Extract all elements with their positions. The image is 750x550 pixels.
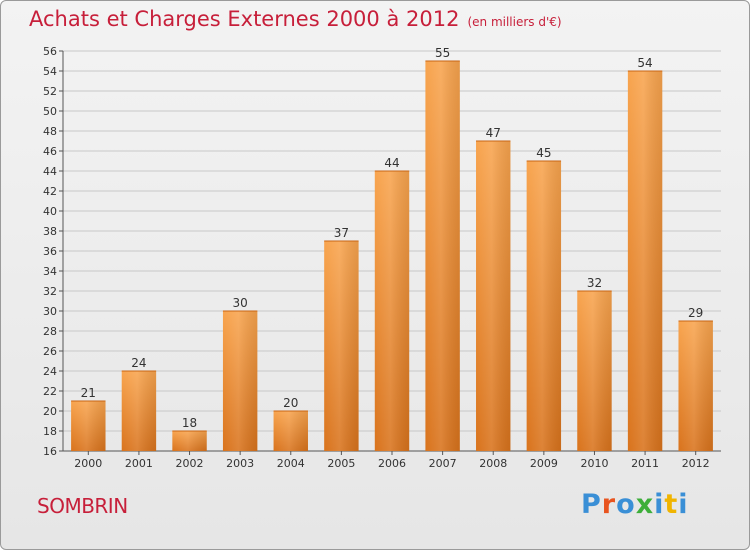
bar-value-label: 20 bbox=[283, 396, 298, 410]
bar-shine bbox=[374, 171, 410, 451]
y-tick-label: 44 bbox=[43, 165, 57, 178]
x-tick-label: 2003 bbox=[226, 457, 254, 470]
x-tick-label: 2006 bbox=[378, 457, 406, 470]
bar-value-label: 21 bbox=[81, 386, 96, 400]
chart-title-text: Achats et Charges Externes 2000 à 2012 bbox=[29, 7, 460, 31]
bar-shine bbox=[121, 371, 157, 451]
y-tick-label: 38 bbox=[43, 225, 57, 238]
x-tick-label: 2001 bbox=[125, 457, 153, 470]
logo-letter: x bbox=[635, 489, 655, 520]
proxiti-logo: Proxiti bbox=[581, 489, 689, 520]
bar-shine bbox=[476, 141, 511, 451]
labels: 16 18 20 22 24 26 28 30 32 34 36 38 40 42 44 46 48 50 52 54… bbox=[43, 45, 710, 470]
x-tick-label: 2008 bbox=[479, 457, 507, 470]
bar-value-label: 47 bbox=[486, 126, 501, 140]
town-name: SOMBRIN bbox=[37, 494, 128, 518]
y-tick-label: 20 bbox=[43, 405, 57, 418]
bar-shine bbox=[577, 291, 612, 451]
x-tick-label: 2009 bbox=[530, 457, 558, 470]
x-tick-label: 2012 bbox=[682, 457, 710, 470]
logo-letter: i bbox=[678, 489, 689, 520]
y-tick-label: 54 bbox=[43, 65, 57, 78]
logo-letter: P bbox=[581, 489, 602, 520]
bar-value-label: 32 bbox=[587, 276, 602, 290]
logo-letter: r bbox=[601, 489, 617, 520]
logo-letter: i bbox=[654, 489, 665, 520]
y-tick-label: 16 bbox=[43, 445, 57, 458]
bar-shine bbox=[678, 321, 713, 451]
y-tick-label: 46 bbox=[43, 145, 57, 158]
bars bbox=[71, 60, 713, 451]
logo-letter: t bbox=[664, 489, 679, 520]
bar-value-label: 29 bbox=[688, 306, 703, 320]
y-tick-label: 24 bbox=[43, 365, 57, 378]
y-tick-label: 32 bbox=[43, 285, 57, 298]
y-tick-label: 52 bbox=[43, 85, 57, 98]
x-tick-label: 2002 bbox=[176, 457, 204, 470]
y-tick-label: 34 bbox=[43, 265, 57, 278]
y-tick-label: 36 bbox=[43, 245, 57, 258]
bar-value-label: 55 bbox=[435, 46, 450, 60]
bar-shine bbox=[71, 401, 106, 451]
y-tick-label: 22 bbox=[43, 385, 57, 398]
chart-title: Achats et Charges Externes 2000 à 2012 (e… bbox=[29, 7, 562, 31]
x-tick-label: 2010 bbox=[580, 457, 608, 470]
y-tick-label: 18 bbox=[43, 425, 57, 438]
bar-value-label: 37 bbox=[334, 226, 349, 240]
x-tick-label: 2011 bbox=[631, 457, 659, 470]
x-tick-label: 2007 bbox=[429, 457, 457, 470]
y-tick-label: 50 bbox=[43, 105, 57, 118]
bar-value-label: 18 bbox=[182, 416, 197, 430]
y-tick-label: 30 bbox=[43, 305, 57, 318]
y-tick-label: 42 bbox=[43, 185, 57, 198]
bar-shine bbox=[425, 61, 460, 451]
y-tick-label: 26 bbox=[43, 345, 57, 358]
x-tick-label: 2004 bbox=[277, 457, 305, 470]
bar-shine bbox=[627, 71, 663, 451]
y-tick-label: 56 bbox=[43, 45, 57, 58]
bar-value-label: 30 bbox=[233, 296, 248, 310]
bar-shine bbox=[222, 311, 258, 451]
y-tick-label: 28 bbox=[43, 325, 57, 338]
x-tick-label: 2005 bbox=[327, 457, 355, 470]
bar-shine bbox=[324, 241, 359, 451]
bar-shine bbox=[526, 161, 562, 451]
y-tick-label: 48 bbox=[43, 125, 57, 138]
logo-letter: o bbox=[616, 489, 636, 520]
x-tick-label: 2000 bbox=[74, 457, 102, 470]
bar-shine bbox=[172, 431, 207, 451]
bar-value-label: 45 bbox=[536, 146, 551, 160]
bar-value-label: 24 bbox=[131, 356, 146, 370]
y-tick-label: 40 bbox=[43, 205, 57, 218]
bar-value-label: 54 bbox=[637, 56, 652, 70]
chart-unit: (en milliers d'€) bbox=[467, 15, 562, 29]
bar-value-label: 44 bbox=[384, 156, 399, 170]
bar-shine bbox=[273, 411, 308, 451]
